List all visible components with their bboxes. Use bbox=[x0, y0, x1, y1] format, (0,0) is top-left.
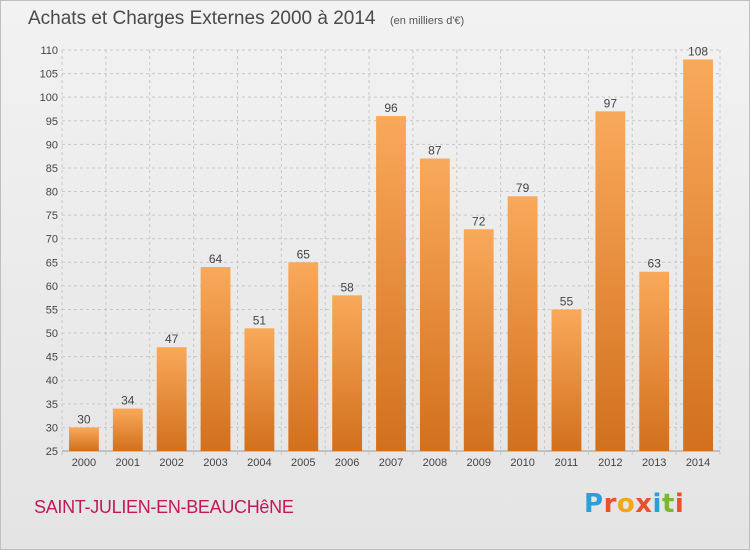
bar-value-label: 30 bbox=[77, 412, 91, 426]
bar-value-label: 108 bbox=[688, 44, 708, 58]
logo-letter: i bbox=[674, 489, 685, 519]
y-tick-label: 80 bbox=[46, 187, 58, 199]
proxiti-logo: Proxiti bbox=[584, 489, 684, 519]
x-tick-label: 2005 bbox=[291, 457, 315, 469]
bar bbox=[69, 427, 99, 451]
bar-value-label: 79 bbox=[516, 181, 530, 195]
x-tick-label: 2001 bbox=[116, 457, 140, 469]
x-tick-label: 2002 bbox=[159, 457, 183, 469]
bar bbox=[507, 196, 538, 451]
bar-value-label: 72 bbox=[472, 214, 486, 228]
bar-value-label: 96 bbox=[384, 101, 398, 115]
commune-name: SAINT-JULIEN-EN-BEAUCHêNE bbox=[34, 497, 294, 517]
bar-value-label: 87 bbox=[428, 144, 442, 158]
value-labels: 30 34 47 64 51 65 58 96 87 72 79 55 97 63 108 bbox=[77, 44, 708, 426]
bar bbox=[639, 271, 670, 451]
x-tick-label: 2004 bbox=[247, 457, 271, 469]
title-row: Achats et Charges Externes 2000 à 2014 (… bbox=[28, 8, 464, 30]
x-tick-label: 2014 bbox=[686, 457, 710, 469]
y-tick-label: 75 bbox=[46, 210, 58, 222]
y-tick-label: 110 bbox=[40, 45, 58, 57]
y-tick-label: 105 bbox=[40, 69, 58, 81]
bar-value-label: 58 bbox=[340, 280, 354, 294]
chart-title: Achats et Charges Externes 2000 à 2014 bbox=[28, 8, 376, 29]
x-tick-label: 2006 bbox=[335, 457, 359, 469]
x-tick-label: 2003 bbox=[203, 457, 227, 469]
y-tick-label: 35 bbox=[46, 399, 58, 411]
bar bbox=[156, 347, 187, 451]
y-tick-label: 95 bbox=[46, 116, 58, 128]
bar-value-label: 65 bbox=[297, 247, 311, 261]
y-tick-label: 100 bbox=[40, 92, 58, 104]
x-tick-label: 2012 bbox=[598, 457, 622, 469]
bar bbox=[200, 267, 231, 451]
x-tick-label: 2013 bbox=[642, 457, 666, 469]
logo-letter: r bbox=[603, 489, 617, 519]
y-tick-label: 45 bbox=[46, 352, 58, 364]
bar bbox=[595, 111, 626, 452]
bar-value-label: 55 bbox=[560, 294, 574, 308]
y-tick-label: 70 bbox=[46, 234, 58, 246]
logo-letter: i bbox=[652, 489, 662, 519]
y-tick-label: 25 bbox=[46, 446, 58, 458]
y-tick-label: 40 bbox=[46, 375, 58, 387]
chart-unit: (en milliers d'€) bbox=[389, 15, 465, 27]
y-tick-label: 60 bbox=[46, 281, 58, 293]
bar bbox=[288, 262, 319, 451]
y-tick-label: 50 bbox=[46, 328, 58, 340]
y-tick-label: 55 bbox=[46, 304, 58, 316]
bar bbox=[463, 229, 494, 451]
x-tick-label: 2000 bbox=[72, 457, 96, 469]
logo-letter: o bbox=[616, 489, 636, 519]
bar-value-label: 64 bbox=[209, 252, 223, 266]
x-axis-ticks: 2000 2001 2002 2003 2004 2005 2006 2007 2008 2009… bbox=[72, 457, 711, 469]
x-tick-label: 2009 bbox=[466, 457, 490, 469]
logo-letter: x bbox=[635, 489, 653, 519]
bar-value-label: 51 bbox=[253, 313, 267, 327]
bar bbox=[683, 59, 713, 451]
x-tick-label: 2010 bbox=[510, 457, 534, 469]
bar-value-label: 47 bbox=[165, 332, 179, 346]
bar bbox=[376, 116, 406, 451]
y-axis-ticks: 25 30 35 40 45 50 55 60 65 70 75 80 85 90 95 100 105 110 bbox=[40, 45, 58, 458]
bar bbox=[332, 295, 363, 451]
bar bbox=[419, 158, 450, 451]
bars bbox=[69, 59, 713, 452]
bar bbox=[112, 408, 143, 451]
y-tick-label: 85 bbox=[46, 163, 58, 175]
logo-letter: P bbox=[584, 489, 604, 519]
x-tick-label: 2011 bbox=[555, 457, 579, 469]
bar-value-label: 97 bbox=[604, 96, 618, 110]
bar bbox=[244, 328, 275, 451]
y-tick-label: 65 bbox=[46, 257, 58, 269]
logo-letter: t bbox=[661, 489, 675, 519]
x-tick-label: 2008 bbox=[423, 457, 447, 469]
y-tick-label: 90 bbox=[46, 139, 58, 151]
bar bbox=[551, 309, 582, 451]
x-tick-label: 2007 bbox=[379, 457, 403, 469]
bar-value-label: 63 bbox=[648, 257, 662, 271]
bar-value-label: 34 bbox=[121, 394, 135, 408]
y-tick-label: 30 bbox=[46, 422, 58, 434]
